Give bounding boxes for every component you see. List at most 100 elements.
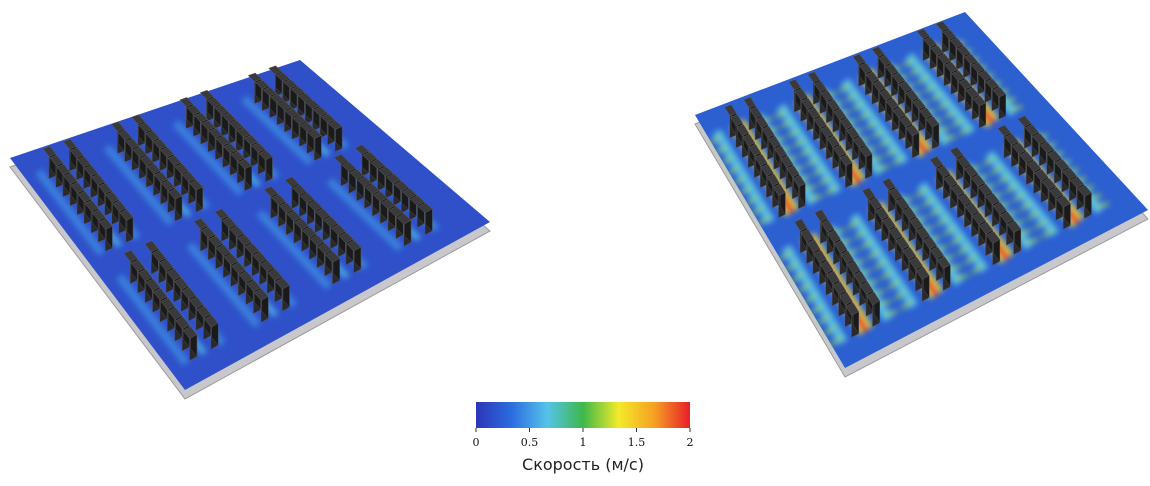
rack-top xyxy=(285,108,300,118)
rack-top xyxy=(937,53,951,65)
rack-top xyxy=(919,107,933,119)
flow-streak xyxy=(922,197,935,208)
rack-top xyxy=(1041,177,1056,190)
rack-top xyxy=(402,187,417,199)
flow-streak xyxy=(746,195,759,205)
rack-top xyxy=(145,130,160,141)
rack-top xyxy=(1012,142,1027,155)
rack-top xyxy=(834,240,848,253)
flow-streak xyxy=(953,273,969,281)
rack-top xyxy=(268,65,283,75)
rack-top xyxy=(916,28,930,39)
rack-top xyxy=(832,281,847,295)
rack-top xyxy=(1017,115,1032,127)
rack-top xyxy=(1062,167,1077,180)
flow-streak xyxy=(793,137,806,148)
rack-top xyxy=(112,200,127,212)
rack-top xyxy=(916,226,930,240)
flow-streak xyxy=(943,225,956,236)
rack-top xyxy=(216,135,231,146)
rack-top xyxy=(365,183,380,195)
rack-top xyxy=(965,87,980,98)
rack-top xyxy=(91,209,106,221)
rack-top xyxy=(154,171,168,183)
rack-top xyxy=(865,71,879,83)
rack-top xyxy=(949,37,964,48)
flow-streak xyxy=(971,263,984,275)
rack-top xyxy=(194,112,209,123)
flow-streak xyxy=(817,313,830,325)
rack-top xyxy=(302,226,317,238)
flow-streak xyxy=(845,92,857,102)
rack-top xyxy=(168,188,183,200)
rack-top xyxy=(84,165,98,176)
rack-top xyxy=(935,21,949,32)
rack-top xyxy=(204,315,219,328)
rack-top xyxy=(208,128,223,138)
rack-top xyxy=(193,217,208,230)
rack-top xyxy=(859,145,873,158)
rack-top xyxy=(223,143,238,154)
rack-top xyxy=(986,231,1001,244)
rack-top xyxy=(820,90,834,102)
rack-top xyxy=(971,62,985,73)
rack-top xyxy=(119,209,134,221)
rack-top xyxy=(325,251,341,263)
rack-top xyxy=(258,150,273,161)
rack-top xyxy=(378,166,393,177)
rack-top xyxy=(956,156,971,168)
rack-top xyxy=(1019,151,1034,163)
colorbar-gradient xyxy=(476,402,690,428)
rack-top xyxy=(742,134,755,146)
rack-top xyxy=(1024,124,1039,136)
flow-streak xyxy=(752,205,765,215)
rack-top xyxy=(826,135,840,148)
renders xyxy=(9,12,1149,400)
rack-top xyxy=(63,173,78,185)
rack-top xyxy=(354,144,370,155)
flow-streak xyxy=(1005,182,1018,194)
rack-top xyxy=(930,246,944,259)
rack-top xyxy=(290,86,305,96)
rack-top xyxy=(216,244,231,257)
colorbar-tick-label: 0.5 xyxy=(521,436,539,449)
flow-streak xyxy=(924,83,936,93)
flow-streak xyxy=(854,229,867,240)
rack-top xyxy=(1026,160,1041,172)
rack-top xyxy=(260,260,275,272)
rack-top xyxy=(1049,186,1064,199)
flow-streak xyxy=(964,254,977,265)
flow-streak xyxy=(740,184,753,195)
rack-top xyxy=(380,198,396,210)
rack-top xyxy=(944,62,958,73)
flow-streak xyxy=(812,166,825,177)
rack-top xyxy=(839,117,853,130)
rack-top xyxy=(878,55,892,66)
flow-streak xyxy=(710,134,722,145)
rack-top xyxy=(246,279,262,292)
rack-top xyxy=(964,165,978,178)
rack-top xyxy=(315,208,331,220)
rack-top xyxy=(905,90,919,101)
flow-streak xyxy=(819,175,831,186)
rack-top xyxy=(286,210,302,222)
flow-streak xyxy=(758,215,771,225)
flow-streak xyxy=(887,279,900,290)
rack-top xyxy=(839,291,853,306)
rack-top xyxy=(189,179,204,191)
flow-streak xyxy=(800,147,812,157)
flow-streak xyxy=(931,92,943,102)
rack-top xyxy=(847,260,861,274)
rack-top xyxy=(1004,133,1019,146)
rack-top xyxy=(888,227,903,240)
rack-top xyxy=(774,145,787,158)
flow-streak xyxy=(806,156,818,167)
rack-top xyxy=(299,192,315,204)
flow-streak xyxy=(1094,201,1110,209)
rack-top xyxy=(125,138,140,149)
flow-streak xyxy=(116,274,190,366)
rack-top xyxy=(895,197,910,210)
rack-top xyxy=(179,97,194,107)
rack-top xyxy=(151,249,167,262)
colorbar-tick-label: 1 xyxy=(580,436,587,449)
